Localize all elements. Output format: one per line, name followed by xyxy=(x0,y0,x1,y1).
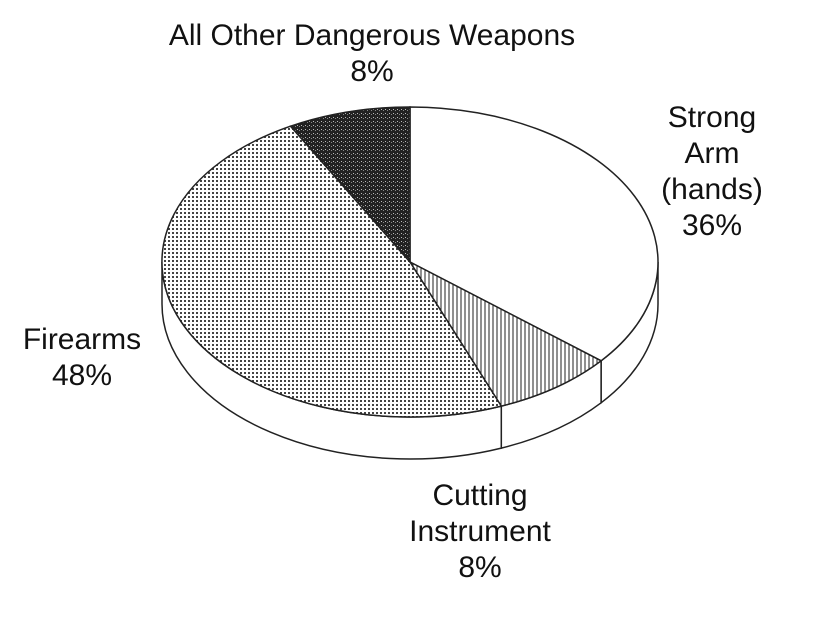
category-label: Cutting Instrument xyxy=(409,479,551,548)
slice-label: Firearms 48% xyxy=(23,322,141,394)
slice-label: Strong Arm (hands) 36% xyxy=(657,100,767,244)
value-label: 8% xyxy=(458,551,502,584)
pie-slice xyxy=(407,260,603,407)
slice-label: All Other Dangerous Weapons 8% xyxy=(169,18,575,90)
value-label: 8% xyxy=(350,55,394,88)
category-label: Firearms xyxy=(22,323,142,356)
slice-label: Cutting Instrument 8% xyxy=(409,478,551,586)
pie-slice xyxy=(409,106,659,362)
pie-slice xyxy=(289,106,411,264)
category-label: Strong Arm (hands) xyxy=(661,101,763,206)
pie-slice xyxy=(161,125,503,418)
category-label: All Other Dangerous Weapons xyxy=(168,19,576,52)
value-label: 36% xyxy=(681,209,743,242)
value-label: 48% xyxy=(51,359,113,392)
